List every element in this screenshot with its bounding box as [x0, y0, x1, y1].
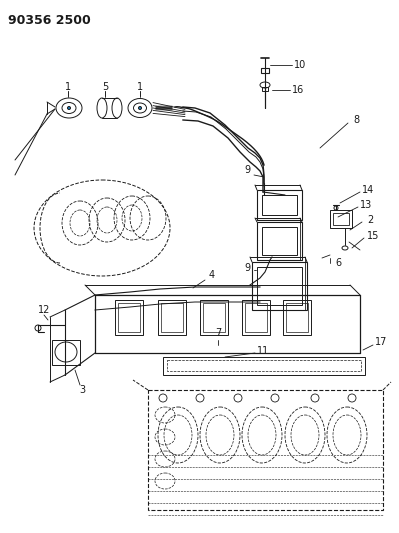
- Bar: [52, 340, 80, 365]
- Text: 9: 9: [244, 165, 250, 175]
- Text: 6: 6: [335, 258, 341, 268]
- Text: 3: 3: [79, 385, 85, 395]
- Bar: [252, 262, 307, 310]
- Text: 10: 10: [294, 60, 306, 70]
- Text: 14: 14: [362, 185, 374, 195]
- Text: 90356 2500: 90356 2500: [8, 14, 91, 27]
- Text: 7: 7: [215, 328, 221, 338]
- Text: 16: 16: [292, 85, 304, 95]
- Ellipse shape: [67, 107, 71, 109]
- Bar: [257, 190, 302, 220]
- Bar: [283, 300, 311, 335]
- Bar: [148, 390, 383, 510]
- Bar: [330, 210, 352, 228]
- Text: 13: 13: [360, 200, 372, 210]
- Text: 1: 1: [65, 82, 71, 92]
- Bar: [203, 303, 225, 332]
- Text: 11: 11: [257, 346, 269, 356]
- Text: 9: 9: [244, 263, 250, 273]
- Ellipse shape: [138, 107, 142, 109]
- Text: 8: 8: [353, 115, 359, 125]
- Text: 2: 2: [367, 215, 373, 225]
- Bar: [158, 300, 186, 335]
- Bar: [286, 303, 308, 332]
- Bar: [257, 267, 302, 305]
- Text: 12: 12: [38, 305, 50, 315]
- Bar: [163, 357, 365, 375]
- Bar: [167, 360, 361, 371]
- Bar: [118, 303, 140, 332]
- Bar: [261, 68, 269, 73]
- Bar: [242, 300, 270, 335]
- Bar: [200, 300, 228, 335]
- Bar: [333, 213, 349, 225]
- Text: 4: 4: [209, 270, 215, 280]
- Bar: [262, 227, 297, 255]
- Bar: [257, 222, 302, 260]
- Text: 1: 1: [137, 82, 143, 92]
- Text: 15: 15: [367, 231, 379, 241]
- Bar: [262, 87, 268, 91]
- Bar: [115, 300, 143, 335]
- Text: 17: 17: [375, 337, 387, 347]
- Bar: [161, 303, 183, 332]
- Bar: [245, 303, 267, 332]
- Text: 5: 5: [102, 82, 108, 92]
- Bar: [262, 195, 297, 215]
